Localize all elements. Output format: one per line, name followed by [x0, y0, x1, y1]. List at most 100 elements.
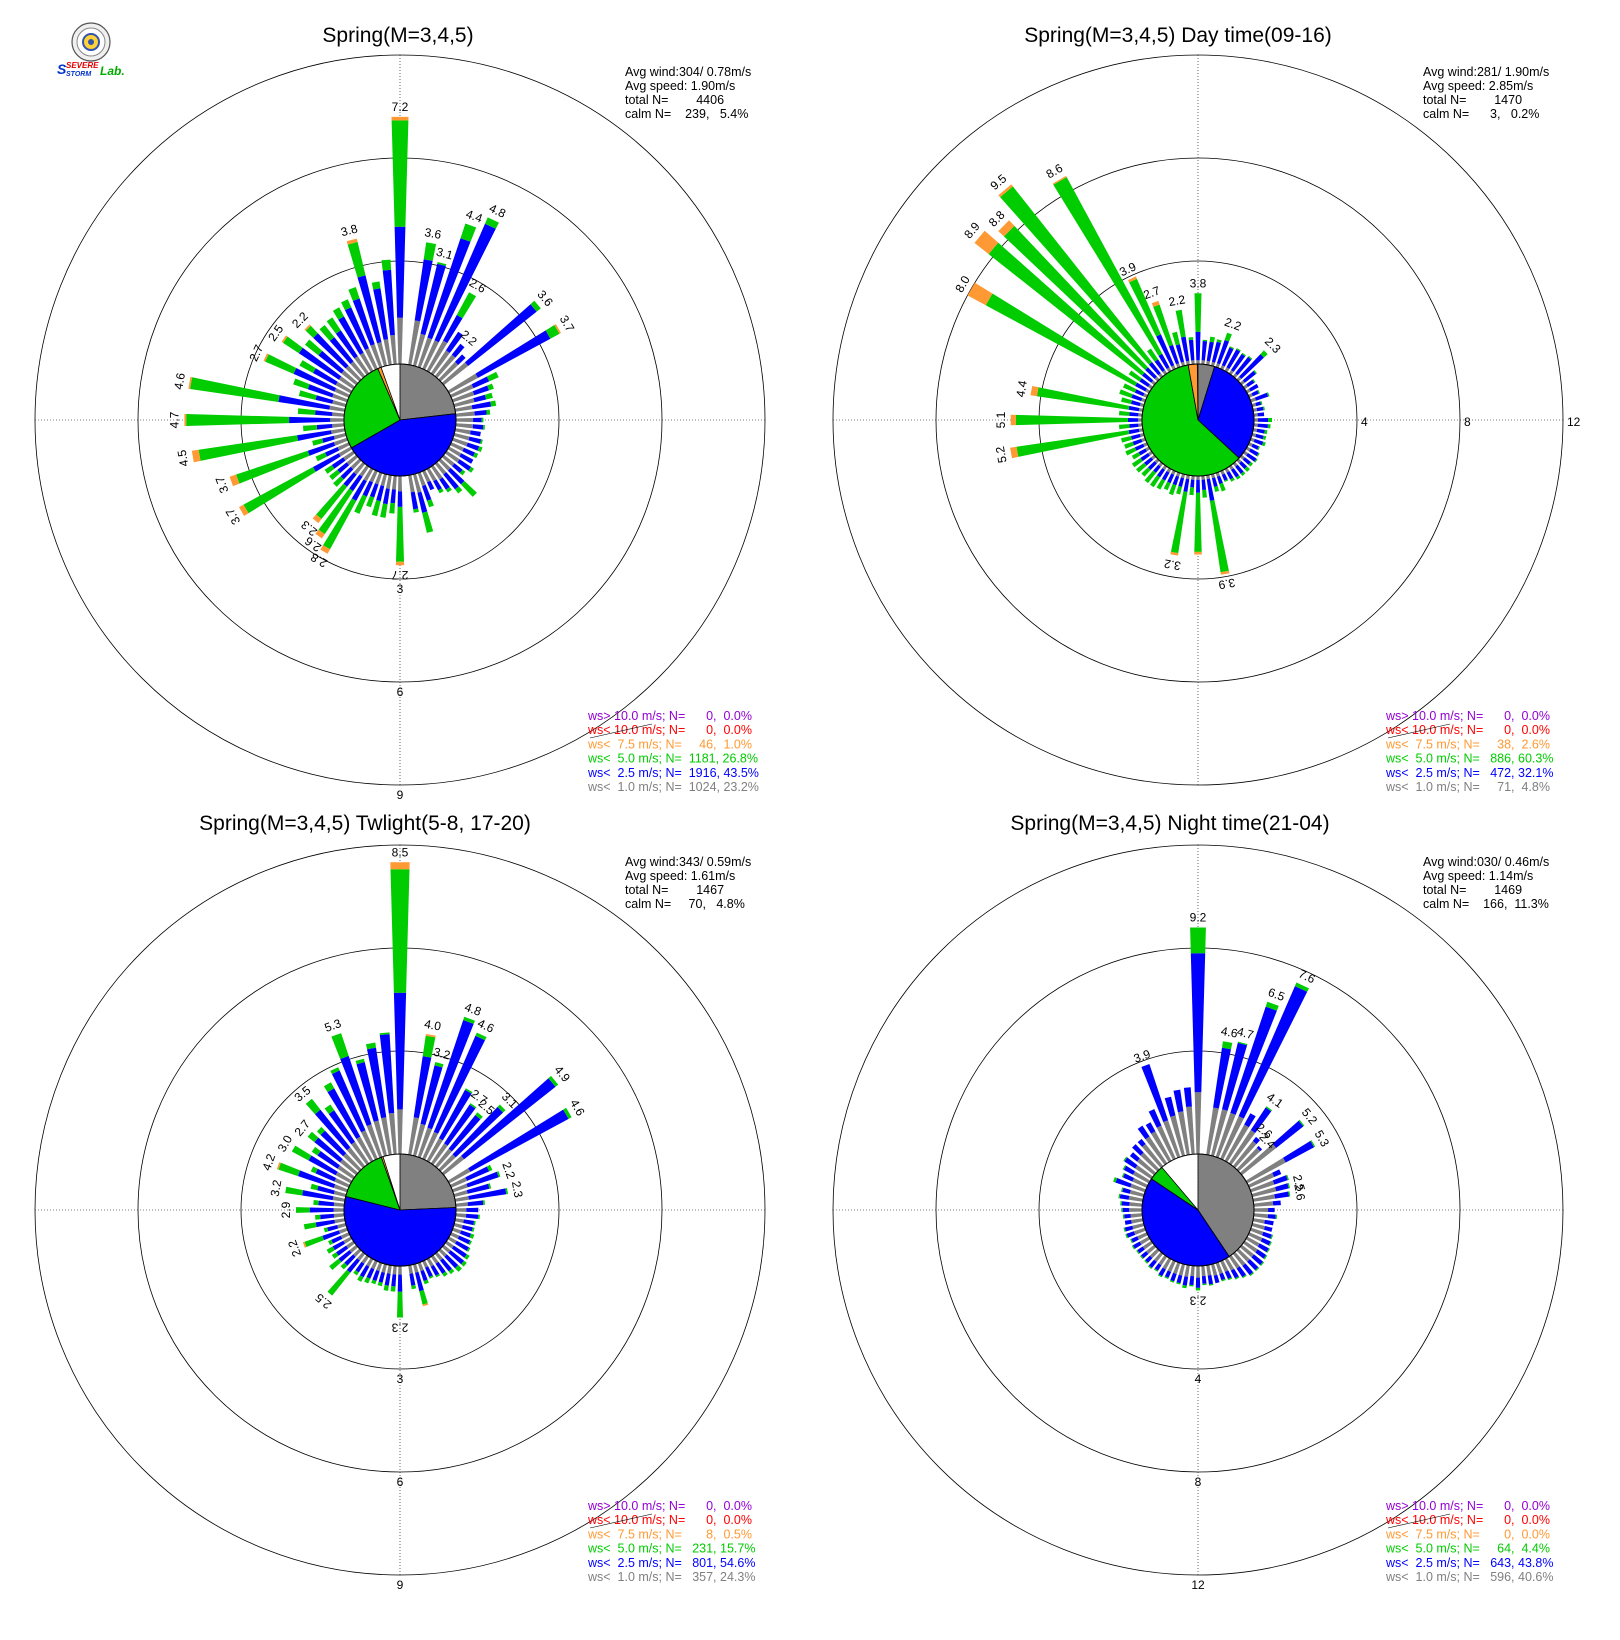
bar-segment — [340, 466, 354, 480]
pie-outline — [343, 1153, 457, 1267]
bar-value-label: 4.7 — [1235, 1024, 1255, 1042]
bar-segment — [454, 428, 471, 435]
bar-segment — [1224, 1270, 1232, 1280]
bar-segment — [1236, 1147, 1261, 1172]
bar-segment — [408, 1264, 413, 1274]
bar-segment — [1132, 1241, 1142, 1249]
bar-value-label: 4.4 — [1013, 379, 1030, 398]
legend-entry: ws< 10.0 m/s; N= 0, 0.0% — [1385, 1513, 1550, 1527]
bar-segment — [1124, 1157, 1138, 1169]
bar-segment — [448, 1268, 455, 1275]
bar-segment — [456, 418, 474, 422]
bar-segment — [359, 352, 374, 373]
bar-segment — [473, 452, 479, 459]
bar-segment — [1216, 340, 1229, 365]
bar-segment — [337, 1165, 355, 1180]
bar-segment — [1251, 1254, 1264, 1266]
bar-segment — [1016, 430, 1130, 457]
bar-segment — [417, 1262, 424, 1272]
bar-segment — [1156, 1125, 1176, 1160]
bar-segment — [1141, 467, 1151, 477]
legend-entry: ws< 1.0 m/s; N= 71, 4.8% — [1385, 780, 1550, 794]
bar-segment — [341, 299, 352, 311]
bar-segment — [371, 281, 381, 290]
bar-segment — [1219, 482, 1226, 492]
bar-segment — [1190, 953, 1206, 1093]
bar-segment — [1119, 389, 1133, 398]
bar-segment — [1265, 1001, 1279, 1011]
bar-segment — [329, 469, 341, 480]
bar-segment — [1170, 551, 1179, 556]
bar-segment — [1153, 1268, 1158, 1272]
ring-label: 4 — [1361, 415, 1368, 429]
bar-segment — [371, 500, 381, 517]
bar-segment — [1157, 1274, 1163, 1278]
bar-segment — [371, 1260, 378, 1270]
bar-segment — [454, 405, 473, 412]
legend-strike — [589, 723, 653, 739]
svg-text:Lab.: Lab. — [100, 64, 125, 78]
legend-entry: ws< 7.5 m/s; N= 46, 1.0% — [587, 737, 752, 751]
bar-segment — [1239, 1143, 1277, 1176]
bar-segment — [333, 1202, 345, 1207]
bar-segment — [1121, 1172, 1125, 1178]
bar-segment — [1128, 276, 1137, 283]
ring-label: 12 — [1567, 415, 1581, 429]
bar-segment — [1260, 350, 1268, 358]
bar-segment — [455, 411, 475, 417]
bar-segment — [430, 1255, 439, 1264]
bar-segment — [190, 377, 280, 402]
bar-segment — [1148, 461, 1157, 470]
bar-segment — [422, 1131, 439, 1160]
bar-segment — [1127, 418, 1139, 422]
bar-segment — [473, 417, 482, 423]
bar-segment — [383, 1285, 389, 1291]
bar-segment — [1237, 1041, 1248, 1046]
bar-segment — [545, 325, 560, 339]
bar-segment — [327, 1088, 361, 1139]
bar-segment — [298, 390, 317, 400]
bar-segment — [554, 324, 561, 334]
bar-segment — [1164, 1270, 1172, 1278]
bar-segment — [497, 1104, 506, 1113]
bar-segment — [331, 1235, 343, 1244]
legend-strike — [1387, 723, 1451, 739]
bar-segment — [1254, 458, 1258, 463]
bar-segment — [1248, 1232, 1263, 1242]
legend-strike — [589, 1513, 653, 1529]
bar-segment — [1246, 379, 1255, 387]
bar-segment — [331, 428, 346, 434]
bar-segment — [296, 1207, 310, 1213]
bar-segment — [1226, 471, 1234, 480]
bar-segment — [1188, 339, 1195, 361]
bar-segment — [331, 457, 346, 469]
bar-segment — [1153, 304, 1173, 347]
bar-segment — [1257, 423, 1268, 429]
bar-segment — [1145, 1136, 1168, 1165]
bar-segment — [361, 1255, 370, 1264]
bar-segment — [380, 473, 387, 487]
bar-segment — [1235, 1276, 1240, 1280]
bar-segment — [1242, 1274, 1247, 1279]
bar-segment — [430, 465, 443, 480]
bar-segment — [391, 120, 409, 227]
bar-segment — [1232, 1251, 1246, 1266]
bar-segment — [1254, 392, 1269, 401]
bar-segment — [338, 316, 364, 355]
bar-value-label: 5.2 — [993, 445, 1010, 464]
bar-segment — [366, 1124, 383, 1158]
bar-segment — [313, 333, 349, 369]
bar-segment — [452, 1106, 504, 1158]
bar-segment — [1214, 486, 1220, 492]
bar-segment — [448, 1115, 481, 1152]
bar-segment — [1173, 1089, 1184, 1113]
bar-segment — [1209, 1283, 1214, 1286]
bar-segment — [1257, 389, 1260, 394]
bar-segment — [1163, 481, 1171, 491]
bar-segment — [1252, 1136, 1260, 1145]
bar-segment — [1140, 1255, 1144, 1260]
bar-segment — [1121, 1201, 1130, 1206]
bar-segment — [434, 223, 496, 343]
bar-segment — [289, 416, 331, 424]
bar-segment — [1190, 479, 1195, 488]
